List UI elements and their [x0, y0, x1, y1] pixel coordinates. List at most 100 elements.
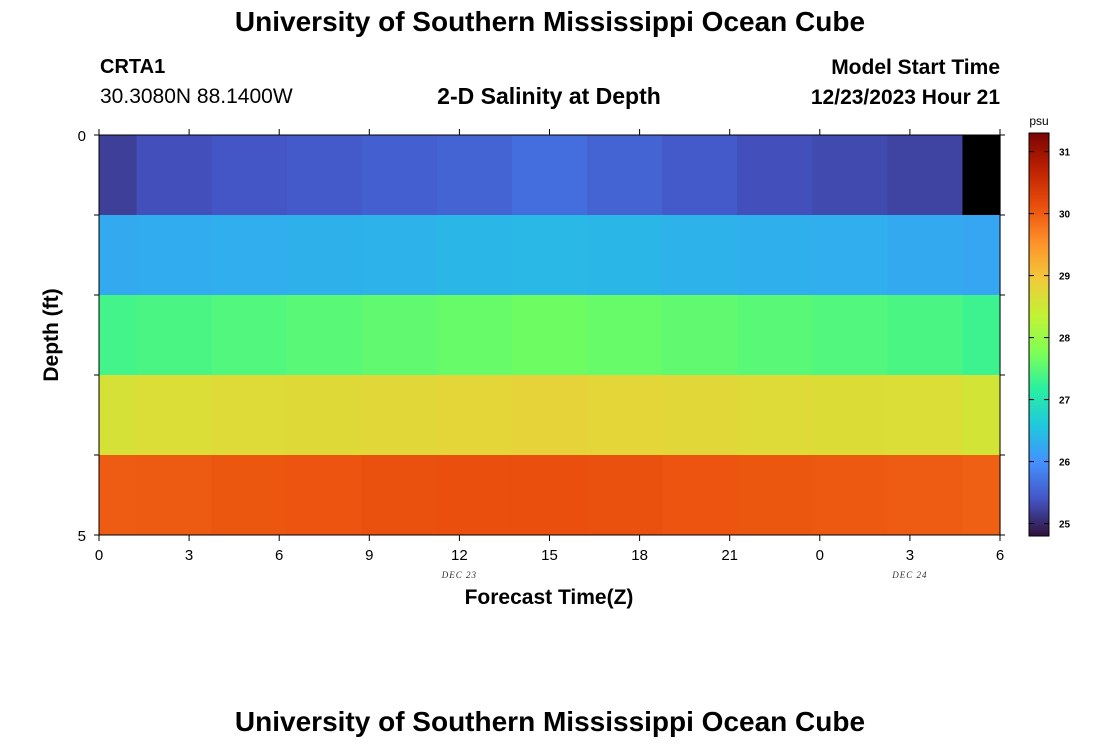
chart-subtitle: 2-D Salinity at Depth [437, 83, 661, 109]
x-axis-label: Forecast Time(Z) [465, 586, 634, 609]
heatmap-cell [436, 455, 513, 536]
heatmap-cell [286, 295, 363, 376]
heatmap-cell [99, 135, 138, 216]
heatmap-cell [286, 215, 363, 296]
heatmap-cell [887, 295, 964, 376]
heatmap-cell [511, 455, 588, 536]
heatmap-cell [361, 375, 438, 456]
heatmap-cell [662, 375, 738, 456]
heatmap-cell [662, 215, 738, 296]
x-tick-label: 6 [275, 547, 283, 564]
heatmap-cell [436, 375, 513, 456]
page-title: University of Southern Mississippi Ocean… [234, 6, 866, 37]
colorbar-tick-label: 25 [1059, 520, 1071, 531]
heatmap-cell [211, 375, 288, 456]
colorbar-gradient [1028, 132, 1050, 537]
heatmap-cell [737, 215, 813, 296]
heatmap-cell [99, 295, 138, 376]
heatmap-cell [211, 295, 288, 376]
heatmap-cell [436, 135, 513, 216]
colorbar: 25 26 27 28 29 30 31 psu [1028, 114, 1071, 537]
heatmap-cell [211, 215, 288, 296]
x-tick-label: 21 [721, 547, 738, 564]
heatmap-cell [737, 455, 813, 536]
colorbar-unit: psu [1029, 114, 1048, 128]
y-tick-label: 5 [78, 528, 86, 545]
heatmap-cell [361, 295, 438, 376]
heatmap-cell [962, 215, 1001, 296]
date-label: DEC 23 [441, 570, 477, 580]
heatmap-cell [136, 455, 213, 536]
heatmap-cell [662, 455, 738, 536]
heatmap-cell [962, 135, 1001, 216]
x-tick-label: 15 [541, 547, 558, 564]
heatmap-cell [436, 295, 513, 376]
x-tick-label: 18 [631, 547, 648, 564]
heatmap-cell [812, 375, 888, 456]
heatmap-cell [737, 295, 813, 376]
footer-title: University of Southern Mississippi Ocean… [234, 706, 866, 737]
heatmap-cell [587, 455, 663, 536]
heatmap-cell [962, 295, 1001, 376]
heatmap-cell [887, 375, 964, 456]
heatmap-cell [662, 135, 738, 216]
colorbar-tick-label: 29 [1059, 272, 1071, 283]
heatmap-cell [99, 215, 138, 296]
x-tick-label: 3 [185, 547, 193, 564]
heatmap-cell [136, 135, 213, 216]
heatmap-cell [887, 135, 964, 216]
heatmap-cell [812, 295, 888, 376]
heatmap-cell [662, 295, 738, 376]
station-id: CRTA1 [100, 56, 166, 78]
heatmap-cell [136, 215, 213, 296]
heatmap-cell [587, 135, 663, 216]
heatmap-cell [887, 455, 964, 536]
heatmap-cells [99, 135, 1001, 536]
colorbar-tick-label: 31 [1059, 148, 1071, 159]
heatmap-cell [99, 375, 138, 456]
heatmap-cell [511, 215, 588, 296]
colorbar-tick-label: 30 [1059, 210, 1071, 221]
heatmap-cell [511, 375, 588, 456]
heatmap-cell [286, 375, 363, 456]
heatmap-cell [511, 295, 588, 376]
heatmap-cell [436, 215, 513, 296]
heatmap-cell [587, 295, 663, 376]
heatmap-cell [361, 215, 438, 296]
y-tick-label: 0 [78, 128, 86, 145]
heatmap-cell [136, 295, 213, 376]
x-tick-label: 12 [451, 547, 468, 564]
heatmap-cell [587, 375, 663, 456]
heatmap-cell [737, 375, 813, 456]
colorbar-tick-label: 27 [1059, 396, 1071, 407]
x-tick-label: 0 [95, 547, 103, 564]
station-coordinates: 30.3080N 88.1400W [100, 85, 293, 108]
heatmap-cell [812, 455, 888, 536]
heatmap-cell [812, 135, 888, 216]
colorbar-tick-label: 28 [1059, 334, 1071, 345]
model-start-value: 12/23/2023 Hour 21 [810, 86, 1000, 109]
heatmap-cell [99, 455, 138, 536]
heatmap-cell [962, 375, 1001, 456]
y-axis-label: Depth (ft) [40, 288, 63, 381]
x-tick-label: 9 [365, 547, 373, 564]
heatmap-cell [887, 215, 964, 296]
heatmap-cell [962, 455, 1001, 536]
heatmap-cell [211, 455, 288, 536]
heatmap-cell [361, 135, 438, 216]
heatmap-cell [286, 135, 363, 216]
model-start-label: Model Start Time [831, 56, 1000, 79]
heatmap-cell [211, 135, 288, 216]
heatmap-cell [286, 455, 363, 536]
heatmap-cell [737, 135, 813, 216]
date-label: DEC 24 [891, 570, 927, 580]
heatmap-cell [587, 215, 663, 296]
heatmap-cell [812, 215, 888, 296]
colorbar-tick-label: 26 [1059, 458, 1071, 469]
x-tick-label: 3 [906, 547, 914, 564]
x-tick-label: 6 [996, 547, 1004, 564]
x-tick-label: 0 [816, 547, 824, 564]
